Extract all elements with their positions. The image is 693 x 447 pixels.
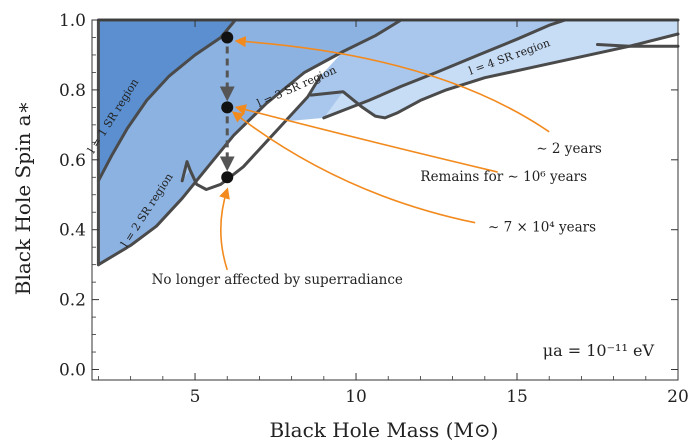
region-2 bbox=[98, 20, 402, 265]
annotation-arrow-3 bbox=[231, 111, 476, 224]
parameter-label: μa = 10⁻¹¹ eV bbox=[543, 341, 655, 360]
boundary-l2-outer bbox=[96, 18, 403, 267]
x-tick-label: 15 bbox=[506, 387, 528, 407]
sr-regions bbox=[98, 20, 678, 265]
boundary-l3-l4 bbox=[322, 18, 567, 120]
boundary-l4-lower bbox=[309, 32, 680, 120]
annotation-text: Remains for ∼ 10⁶ years bbox=[420, 169, 587, 185]
region-3 bbox=[182, 20, 566, 190]
axis-ticks: 5 10 15 20 0.0 0.2 0.4 0.6 0.8 1.0 bbox=[59, 11, 689, 407]
annotation-arrow-4 bbox=[219, 187, 230, 271]
plot-frame bbox=[91, 19, 679, 381]
annotation-text: No longer affected by superradiance bbox=[152, 272, 403, 288]
annotation-arrow-2 bbox=[234, 104, 498, 173]
x-tick-label: 10 bbox=[345, 387, 367, 407]
y-tick-label: 0.0 bbox=[59, 361, 86, 381]
x-tick-label: 20 bbox=[667, 387, 689, 407]
y-tick-label: 0.6 bbox=[59, 151, 86, 171]
x-axis-title: Black Hole Mass (M⊙) bbox=[270, 418, 499, 442]
annotation-text: ∼ 2 years bbox=[536, 141, 602, 157]
black-hole-point-1 bbox=[221, 31, 234, 44]
annotations: ∼ 2 years Remains for ∼ 10⁶ years ∼ 7 × 10… bbox=[152, 141, 602, 288]
region-1 bbox=[98, 20, 236, 181]
annotation-arrows bbox=[219, 36, 550, 271]
boundary-top-right bbox=[596, 43, 680, 48]
y-tick-label: 0.2 bbox=[59, 291, 86, 311]
region-4 bbox=[323, 20, 678, 118]
y-axis-title: Black Hole Spin a∗ bbox=[11, 101, 35, 295]
y-tick-label: 0.4 bbox=[59, 221, 86, 241]
annotation-text: ∼ 7 × 10⁴ years bbox=[488, 219, 596, 235]
y-tick-label: 0.8 bbox=[59, 81, 86, 101]
x-tick-label: 5 bbox=[190, 387, 201, 407]
annotation-arrow-1 bbox=[234, 36, 550, 133]
black-hole-point-2 bbox=[221, 101, 234, 114]
boundary-l1-l2 bbox=[96, 18, 237, 183]
boundary-l3-lower bbox=[180, 74, 323, 191]
frame-rect bbox=[91, 19, 679, 381]
black-hole-point-3 bbox=[221, 171, 234, 184]
black-hole-points bbox=[221, 31, 234, 184]
y-tick-label: 1.0 bbox=[59, 11, 86, 31]
